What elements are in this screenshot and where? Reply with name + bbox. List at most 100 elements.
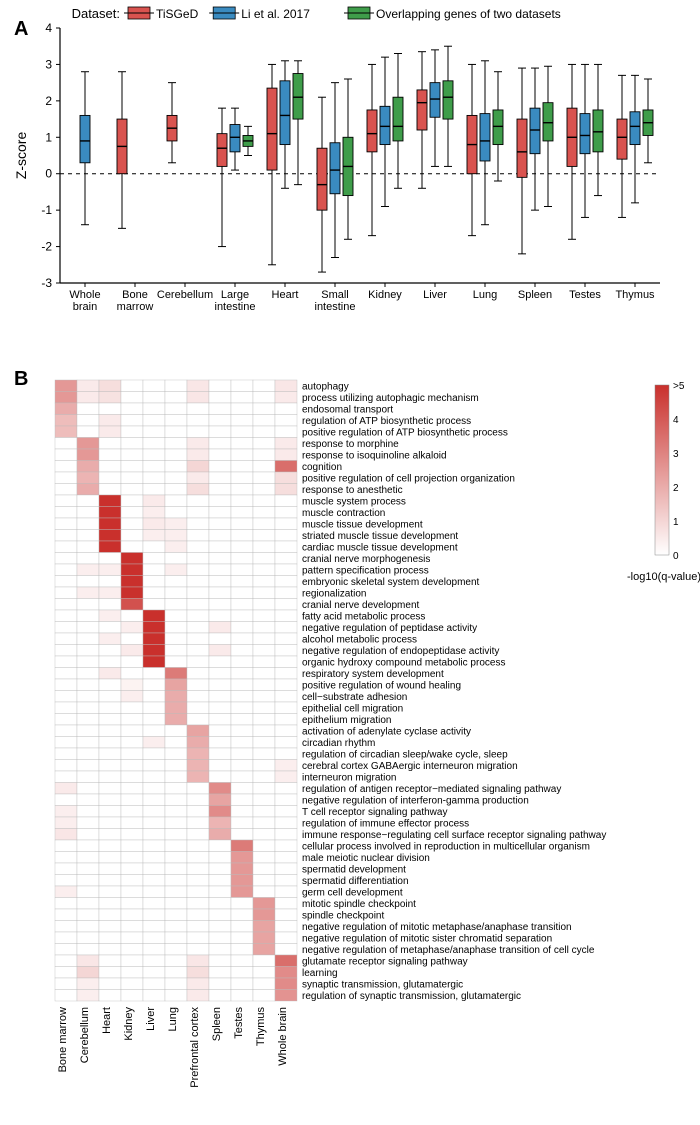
svg-text:Cerebellum: Cerebellum [79, 1007, 91, 1063]
svg-text:Kidney: Kidney [368, 289, 402, 301]
svg-text:Testes: Testes [233, 1007, 245, 1039]
svg-text:T cell receptor signaling path: T cell receptor signaling pathway [302, 807, 447, 818]
svg-text:Prefrontal cortex: Prefrontal cortex [189, 1007, 201, 1088]
panel-a-chart: -3 -2 -1 0 1 2 3 4 Z-score Dataset: TiSGeD Li et al… [0, 0, 700, 350]
svg-text:positive regulation of wound h: positive regulation of wound healing [302, 681, 461, 692]
svg-text:negative regulation of endopep: negative regulation of endopeptidase act… [302, 646, 499, 657]
svg-text:negative regulation of interfe: negative regulation of interferon-gamma … [302, 796, 529, 807]
svg-text:spindle checkpoint: spindle checkpoint [302, 911, 384, 922]
svg-text:respiratory system development: respiratory system development [302, 669, 444, 680]
svg-text:intestine: intestine [215, 301, 256, 313]
svg-text:autophagy: autophagy [302, 382, 349, 393]
svg-text:cranial nerve development: cranial nerve development [302, 600, 420, 611]
svg-text:1: 1 [673, 517, 679, 528]
svg-text:Whole brain: Whole brain [277, 1007, 289, 1066]
svg-text:Lung: Lung [167, 1007, 179, 1031]
svg-text:cranial nerve morphogenesis: cranial nerve morphogenesis [302, 554, 430, 565]
svg-text:activation of adenylate cyclas: activation of adenylate cyclase activity [302, 727, 471, 738]
svg-text:positive regulation of cell pr: positive regulation of cell projection o… [302, 474, 515, 485]
svg-text:Cerebellum: Cerebellum [157, 289, 213, 301]
svg-text:Spleen: Spleen [211, 1007, 223, 1041]
svg-text:regulation of circadian sleep/: regulation of circadian sleep/wake cycle… [302, 750, 508, 761]
svg-text:fatty acid metabolic process: fatty acid metabolic process [302, 612, 425, 623]
svg-text:male meiotic nuclear division: male meiotic nuclear division [302, 853, 430, 864]
svg-text:Kidney: Kidney [123, 1007, 135, 1041]
svg-text:Heart: Heart [272, 289, 299, 301]
svg-text:Lung: Lung [473, 289, 497, 301]
svg-text:epithelium migration: epithelium migration [302, 715, 392, 726]
svg-text:-3: -3 [41, 276, 52, 290]
svg-text:1: 1 [45, 130, 52, 144]
svg-text:Dataset:: Dataset: [72, 6, 120, 21]
svg-text:spermatid differentiation: spermatid differentiation [302, 876, 409, 887]
svg-text:epithelial cell migration: epithelial cell migration [302, 704, 403, 715]
svg-text:regulation of immune effector: regulation of immune effector process [302, 819, 469, 830]
svg-text:intestine: intestine [315, 301, 356, 313]
svg-text:response to anesthetic: response to anesthetic [302, 485, 403, 496]
panel-b-chart: autophagyprocess utilizing autophagic me… [0, 350, 700, 1125]
svg-text:germ cell development: germ cell development [302, 888, 403, 899]
svg-text:Testes: Testes [569, 289, 601, 301]
svg-text:muscle system process: muscle system process [302, 497, 406, 508]
svg-text:Spleen: Spleen [518, 289, 552, 301]
svg-text:cell−substrate adhesion: cell−substrate adhesion [302, 692, 407, 703]
svg-text:regulation of synaptic transmi: regulation of synaptic transmission, glu… [302, 991, 521, 1002]
svg-text:process utilizing autophagic m: process utilizing autophagic mechanism [302, 393, 479, 404]
svg-text:negative regulation of mitotic: negative regulation of mitotic metaphase… [302, 922, 572, 933]
svg-text:0: 0 [673, 551, 679, 562]
svg-text:striated muscle tissue develop: striated muscle tissue development [302, 531, 458, 542]
svg-text:3: 3 [673, 449, 679, 460]
svg-text:regionalization: regionalization [302, 589, 367, 600]
svg-text:2: 2 [673, 483, 679, 494]
svg-text:circadian rhythm: circadian rhythm [302, 738, 375, 749]
svg-text:interneuron migration: interneuron migration [302, 773, 397, 784]
svg-text:3: 3 [45, 57, 52, 71]
svg-text:-log10(q-value): -log10(q-value) [627, 571, 700, 583]
svg-text:synaptic transmission, glutama: synaptic transmission, glutamatergic [302, 980, 463, 991]
svg-text:4: 4 [45, 21, 52, 35]
svg-text:Liver: Liver [145, 1007, 157, 1031]
svg-text:organic hydroxy compound metab: organic hydroxy compound metabolic proce… [302, 658, 505, 669]
svg-text:negative regulation of peptida: negative regulation of peptidase activit… [302, 623, 477, 634]
svg-text:negative regulation of metapha: negative regulation of metaphase/anaphas… [302, 945, 595, 956]
svg-text:marrow: marrow [117, 301, 154, 313]
svg-text:2: 2 [45, 94, 52, 108]
svg-text:Z-score: Z-score [13, 132, 29, 180]
svg-text:Bone: Bone [122, 289, 148, 301]
svg-text:Thymus: Thymus [615, 289, 655, 301]
svg-text:spermatid development: spermatid development [302, 865, 406, 876]
svg-text:positive regulation of ATP bio: positive regulation of ATP biosynthetic … [302, 428, 508, 439]
svg-text:mitotic spindle checkpoint: mitotic spindle checkpoint [302, 899, 416, 910]
svg-text:immune response−regulating cel: immune response−regulating cell surface … [302, 830, 606, 841]
svg-text:muscle contraction: muscle contraction [302, 508, 385, 519]
svg-text:negative regulation of mitotic: negative regulation of mitotic sister ch… [302, 934, 552, 945]
svg-text:regulation of ATP biosynthetic: regulation of ATP biosynthetic process [302, 416, 471, 427]
svg-text:-2: -2 [41, 240, 52, 254]
svg-text:4: 4 [673, 415, 679, 426]
svg-text:glutamate receptor signaling p: glutamate receptor signaling pathway [302, 957, 468, 968]
svg-text:-1: -1 [41, 203, 52, 217]
svg-text:endosomal transport: endosomal transport [302, 405, 393, 416]
svg-text:TiSGeD: TiSGeD [156, 7, 199, 21]
svg-text:pattern specification process: pattern specification process [302, 566, 429, 577]
svg-text:Small: Small [321, 289, 349, 301]
svg-text:response to isoquinoline alkal: response to isoquinoline alkaloid [302, 451, 447, 462]
svg-text:Large: Large [221, 289, 249, 301]
svg-text:0: 0 [45, 167, 52, 181]
svg-text:cognition: cognition [302, 462, 342, 473]
svg-text:cellular process involved in r: cellular process involved in reproductio… [302, 842, 590, 853]
svg-text:embryonic skeletal system deve: embryonic skeletal system development [302, 577, 480, 588]
svg-text:Thymus: Thymus [255, 1007, 267, 1047]
svg-text:brain: brain [73, 301, 97, 313]
svg-text:Bone marrow: Bone marrow [57, 1007, 69, 1072]
svg-text:learning: learning [302, 968, 338, 979]
svg-text:cerebral cortex GABAergic inte: cerebral cortex GABAergic interneuron mi… [302, 761, 518, 772]
svg-text:alcohol metabolic process: alcohol metabolic process [302, 635, 417, 646]
svg-text:>5: >5 [673, 381, 685, 392]
svg-text:Li et al. 2017: Li et al. 2017 [241, 7, 310, 21]
svg-text:Whole: Whole [69, 289, 100, 301]
svg-text:Heart: Heart [101, 1007, 113, 1034]
svg-text:Liver: Liver [423, 289, 447, 301]
svg-text:response to morphine: response to morphine [302, 439, 399, 450]
svg-text:cardiac muscle tissue developm: cardiac muscle tissue development [302, 543, 458, 554]
